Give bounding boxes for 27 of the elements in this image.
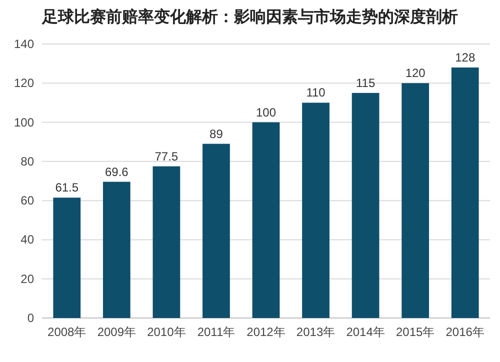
x-tick-label: 2014年	[346, 325, 385, 339]
y-tick-label: 60	[20, 194, 34, 208]
x-tick-label: 2011年	[197, 325, 236, 339]
data-label: 77.5	[154, 149, 178, 164]
data-label: 69.6	[104, 164, 129, 179]
data-label: 110	[306, 86, 326, 100]
y-tick-label: 100	[14, 115, 34, 130]
data-label: 115	[356, 76, 376, 90]
data-label: 100	[256, 105, 276, 120]
y-tick-label: 80	[20, 154, 34, 168]
data-label: 128	[455, 50, 476, 64]
data-label: 120	[405, 66, 426, 80]
y-tick-label: 120	[14, 76, 34, 90]
x-tick-label: 2013年	[296, 325, 336, 339]
x-tick-label: 2010年	[147, 325, 186, 339]
y-tick-label: 0	[27, 311, 34, 325]
y-tick-label: 140	[14, 37, 34, 51]
x-tick-label: 2015年	[396, 325, 435, 339]
data-label: 61.5	[55, 180, 79, 195]
x-tick-label: 2009年	[97, 325, 136, 339]
x-tick-label: 2012年	[246, 325, 286, 339]
y-tick-label: 40	[20, 232, 34, 247]
title: 足球比赛前赔率变化解析：影响因素与市场走势的深度剖析	[42, 9, 458, 26]
x-tick-label: 2016年	[446, 325, 484, 339]
data-label: 89	[210, 126, 224, 141]
x-tick-label: 2008年	[48, 325, 86, 339]
y-tick-label: 20	[20, 272, 34, 286]
